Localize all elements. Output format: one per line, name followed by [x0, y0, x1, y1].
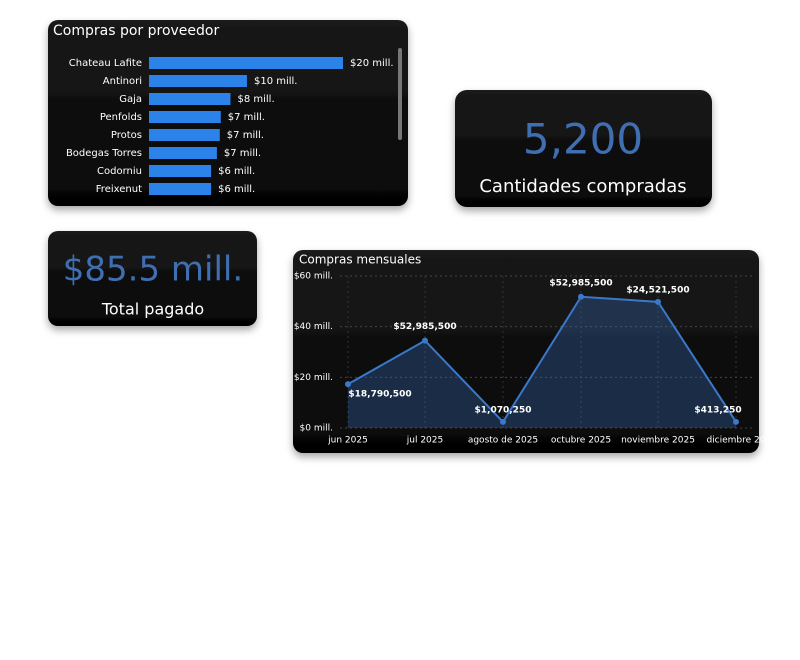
area	[348, 296, 736, 428]
bar	[149, 75, 247, 87]
value-label: $6 mill.	[218, 184, 255, 195]
kpi-label: Total pagado	[101, 300, 204, 319]
bar	[149, 129, 220, 141]
annotation: $52,985,500	[393, 322, 456, 332]
y-tick-label: Freixenut	[96, 184, 142, 195]
bar	[149, 111, 221, 123]
bar	[149, 165, 212, 177]
kpi-value: $85.5 mill.	[63, 250, 243, 290]
value-label: $7 mill.	[228, 112, 265, 123]
bar	[149, 93, 231, 105]
point	[578, 293, 584, 300]
bar	[149, 183, 212, 195]
line	[347, 295, 737, 424]
y-tick-label: $60 mill.	[294, 272, 333, 282]
point	[733, 418, 739, 425]
y-tick-label: Chateau Lafite	[69, 58, 142, 69]
y-tick-label: $40 mill.	[294, 322, 333, 332]
bar	[149, 147, 217, 159]
x-tick-label: jul 2025	[406, 436, 443, 446]
annotation: $413,250	[694, 405, 741, 415]
y-tick-label: $20 mill.	[294, 373, 333, 383]
kpi-label: Cantidades compradas	[479, 176, 686, 197]
kpi-card	[48, 231, 257, 326]
x-tick-label: octubre 2025	[551, 436, 611, 446]
y-tick-label: Antinori	[103, 76, 142, 87]
scrollbar[interactable]	[398, 48, 402, 140]
value-label: $6 mill.	[218, 166, 255, 177]
x-tick-label: jun 2025	[327, 436, 368, 446]
kpi-card	[455, 90, 712, 207]
point	[345, 381, 351, 388]
chart-title: Compras mensuales	[299, 253, 421, 267]
point	[500, 418, 506, 425]
y-tick-label: Codorniu	[97, 166, 142, 177]
y-tick-label: Bodegas Torres	[66, 148, 142, 159]
y-tick-label: $0 mill.	[300, 424, 333, 434]
annotation: $18,790,500	[348, 390, 411, 400]
y-tick-label: Penfolds	[100, 112, 142, 123]
x-tick-label: agosto de 2025	[468, 436, 538, 446]
kpi-value: 5,200	[523, 115, 643, 164]
y-tick-label: Protos	[111, 130, 142, 141]
value-label: $7 mill.	[224, 148, 261, 159]
annotation: $24,521,500	[626, 285, 689, 295]
x-tick-label: noviembre 2025	[621, 436, 695, 446]
y-tick-label: Gaja	[119, 94, 142, 105]
point	[655, 298, 661, 305]
point	[422, 337, 428, 344]
annotation: $52,985,500	[549, 278, 612, 288]
value-label: $7 mill.	[227, 130, 264, 141]
value-label: $20 mill.	[350, 58, 394, 69]
bar	[149, 57, 343, 69]
value-label: $8 mill.	[237, 94, 274, 105]
x-tick-label: diciembre 20	[706, 436, 765, 446]
annotation: $1,070,250	[475, 405, 532, 415]
chart-title: Compras por proveedor	[53, 23, 219, 39]
value-label: $10 mill.	[254, 76, 298, 87]
